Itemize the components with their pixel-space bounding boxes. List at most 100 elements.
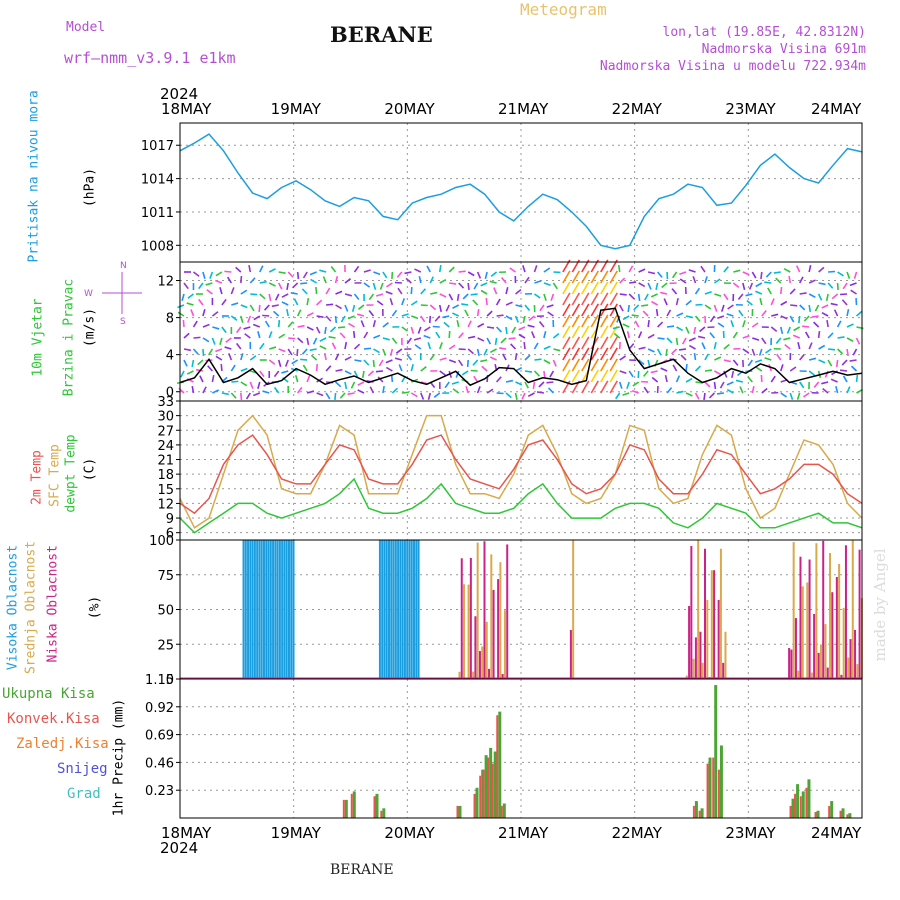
wind-barb <box>615 392 621 400</box>
wind-barb <box>385 366 393 372</box>
wind-barb <box>527 324 535 328</box>
wind-barb <box>458 332 464 339</box>
wind-barb <box>281 293 289 298</box>
wind-barb <box>451 381 459 385</box>
wind-barb <box>470 293 478 296</box>
wind-barb <box>410 392 418 398</box>
precip-total-bar <box>791 798 795 818</box>
wind-barb <box>249 355 257 361</box>
legend-snow: Snijeg <box>57 761 108 777</box>
wind-barb <box>590 380 599 394</box>
wind-barb <box>685 377 693 383</box>
cloud-bar <box>699 631 702 679</box>
wind-barb <box>209 271 214 279</box>
y-tick-temp: 24 <box>157 439 174 454</box>
wind-barb <box>489 356 497 361</box>
wind-barb <box>732 359 739 366</box>
wind-barb <box>742 320 746 328</box>
wind-barb <box>230 315 238 321</box>
cloud-bar <box>822 540 825 679</box>
wind-barb <box>496 326 503 333</box>
wind-barb <box>643 370 649 377</box>
wind-barb <box>786 326 791 334</box>
precip-conv-bar <box>805 787 808 818</box>
wind-barb <box>235 326 242 334</box>
wind-barb <box>534 280 542 284</box>
wind-barb <box>619 370 627 375</box>
wind-barb <box>499 347 507 350</box>
cloud-bar <box>838 563 841 679</box>
cloud-bar <box>717 599 720 679</box>
wind-barb <box>418 275 422 284</box>
wind-barb <box>846 386 851 394</box>
wind-barb <box>688 337 696 342</box>
wind-barb <box>796 392 801 400</box>
wind-barb <box>842 375 848 383</box>
cloud-bar <box>251 540 254 679</box>
wind-barb <box>515 304 523 308</box>
wind-barb <box>340 315 346 323</box>
cloud-bar <box>490 554 493 679</box>
wind-barb <box>287 321 294 328</box>
wind-barb <box>745 293 753 297</box>
wind-barb <box>742 334 750 339</box>
wind-barb <box>322 276 327 284</box>
wind-barb <box>600 347 609 361</box>
wind-barb <box>423 334 431 339</box>
precip-conv-bar <box>717 769 720 818</box>
wind-barb <box>297 337 304 344</box>
x-tick-bottom-5: 23MAY <box>725 824 776 842</box>
wind-barb <box>731 370 735 379</box>
wind-barb <box>249 277 256 284</box>
cloud-bar <box>719 548 722 679</box>
wind-barb <box>571 281 581 295</box>
wind-barb <box>319 269 327 273</box>
wind-barb <box>581 314 590 328</box>
wind-barb <box>456 293 460 302</box>
wind-barb <box>277 319 281 328</box>
wind-barb <box>476 271 482 279</box>
wind-barb <box>754 359 763 364</box>
wind-barb <box>224 346 232 350</box>
wind-barb <box>534 293 541 299</box>
y-tick-wind: 0 <box>166 386 174 401</box>
cloud-bar <box>392 540 395 679</box>
wind-barb <box>496 314 504 317</box>
wind-barb <box>704 369 713 372</box>
wind-barb <box>811 315 819 318</box>
wind-barb <box>590 292 599 306</box>
wind-barb <box>755 366 763 372</box>
wind-barb <box>452 388 460 394</box>
wind-barb <box>231 302 239 306</box>
precip-conv-bar <box>828 805 831 818</box>
wind-barb <box>571 292 581 306</box>
wind-barb <box>562 347 571 361</box>
wind-barb <box>799 354 805 361</box>
wind-barb <box>735 379 744 383</box>
precip-total-bar <box>830 801 834 818</box>
wind-barb <box>344 278 352 284</box>
legend-frz-rain: Zaledj.Kisa <box>16 736 109 752</box>
wind-barb <box>245 392 251 400</box>
cloud-bar <box>710 570 713 679</box>
wind-barb <box>581 358 590 372</box>
wind-barb <box>281 370 289 374</box>
wind-barb <box>259 370 265 378</box>
precip-total-bar <box>382 808 386 818</box>
wind-barb <box>458 282 465 289</box>
wind-barb <box>609 292 618 306</box>
y-tick-wind: 4 <box>166 349 174 364</box>
precip-conv-bar <box>692 805 695 818</box>
wind-barb <box>837 271 844 277</box>
wind-barb <box>808 357 817 361</box>
wind-barb <box>220 363 223 372</box>
wind-barb <box>657 321 664 328</box>
wind-barb <box>814 304 820 312</box>
wind-barb <box>323 352 327 361</box>
wind-barb <box>789 392 794 400</box>
wind-barb <box>765 271 772 278</box>
cloud-bar <box>260 540 263 679</box>
wind-barb <box>643 386 649 394</box>
cloud-bar <box>801 586 804 679</box>
